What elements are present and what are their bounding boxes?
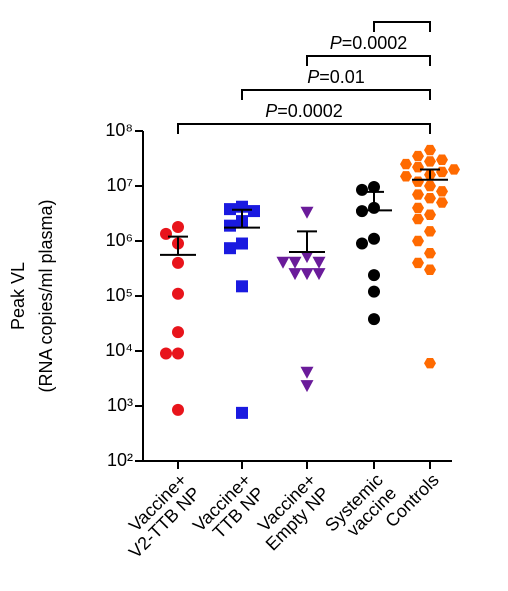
point — [300, 206, 314, 219]
x-tick-label: Vaccine+Empty NP — [248, 470, 333, 555]
y-axis-label: Peak VL — [8, 262, 28, 330]
y-tick-label: 10⁷ — [106, 175, 133, 195]
point — [368, 285, 380, 298]
y-tick-label: 10⁸ — [105, 120, 133, 140]
point — [172, 220, 184, 233]
point — [424, 226, 436, 237]
p-value-label: P=0.0002 — [265, 101, 343, 121]
point — [312, 256, 326, 269]
point — [236, 406, 248, 419]
point — [400, 158, 412, 170]
point — [224, 219, 236, 232]
point — [412, 161, 424, 173]
x-tick-label: Vaccine+TTB NP — [189, 470, 268, 549]
point — [300, 251, 314, 264]
point — [412, 213, 424, 225]
point — [424, 180, 436, 192]
point — [368, 232, 380, 245]
point — [236, 237, 248, 250]
point — [448, 164, 460, 175]
point — [436, 197, 448, 208]
point — [300, 366, 314, 379]
point — [412, 235, 424, 247]
point — [400, 171, 412, 182]
point — [300, 268, 314, 281]
significance-bracket — [177, 123, 431, 134]
point — [412, 189, 424, 200]
point — [436, 166, 448, 178]
point — [412, 150, 424, 162]
point — [160, 227, 172, 240]
point — [356, 237, 368, 250]
x-tick-label: Vaccine+V2-TTB NP — [112, 470, 205, 563]
point — [172, 347, 184, 360]
point — [160, 347, 172, 360]
point — [424, 193, 436, 204]
y-tick-label: 10² — [107, 450, 133, 470]
point — [288, 256, 302, 269]
point — [224, 242, 236, 255]
p-value-label: P=0.01 — [307, 67, 365, 87]
point — [172, 256, 184, 269]
significance-bracket — [241, 89, 431, 100]
significance-bracket — [306, 55, 431, 66]
point — [424, 156, 436, 167]
y-tick-label: 10⁵ — [106, 285, 133, 305]
y-tick-label: 10⁴ — [105, 340, 133, 360]
point — [424, 144, 436, 156]
point — [172, 326, 184, 339]
point — [436, 154, 448, 165]
y-tick-label: 10³ — [107, 395, 133, 415]
point — [424, 209, 436, 220]
point — [276, 256, 290, 269]
point — [424, 264, 436, 275]
point — [300, 380, 314, 393]
point — [368, 313, 380, 326]
p-value-label: P=0.0002 — [330, 33, 408, 53]
y-axis-label: (RNA copies/ml plasma) — [36, 199, 56, 392]
point — [356, 183, 368, 196]
point — [172, 287, 184, 300]
point — [424, 358, 436, 369]
point — [172, 403, 184, 416]
point — [368, 269, 380, 282]
point — [224, 203, 236, 216]
point — [288, 268, 302, 281]
point — [424, 248, 436, 259]
point — [412, 257, 424, 269]
point — [236, 280, 248, 293]
point — [368, 180, 380, 193]
point — [412, 202, 424, 214]
point — [248, 205, 260, 218]
point — [436, 186, 448, 197]
significance-bracket — [373, 21, 431, 32]
point — [312, 268, 326, 281]
y-tick-label: 10⁶ — [106, 230, 133, 250]
point — [412, 176, 424, 187]
